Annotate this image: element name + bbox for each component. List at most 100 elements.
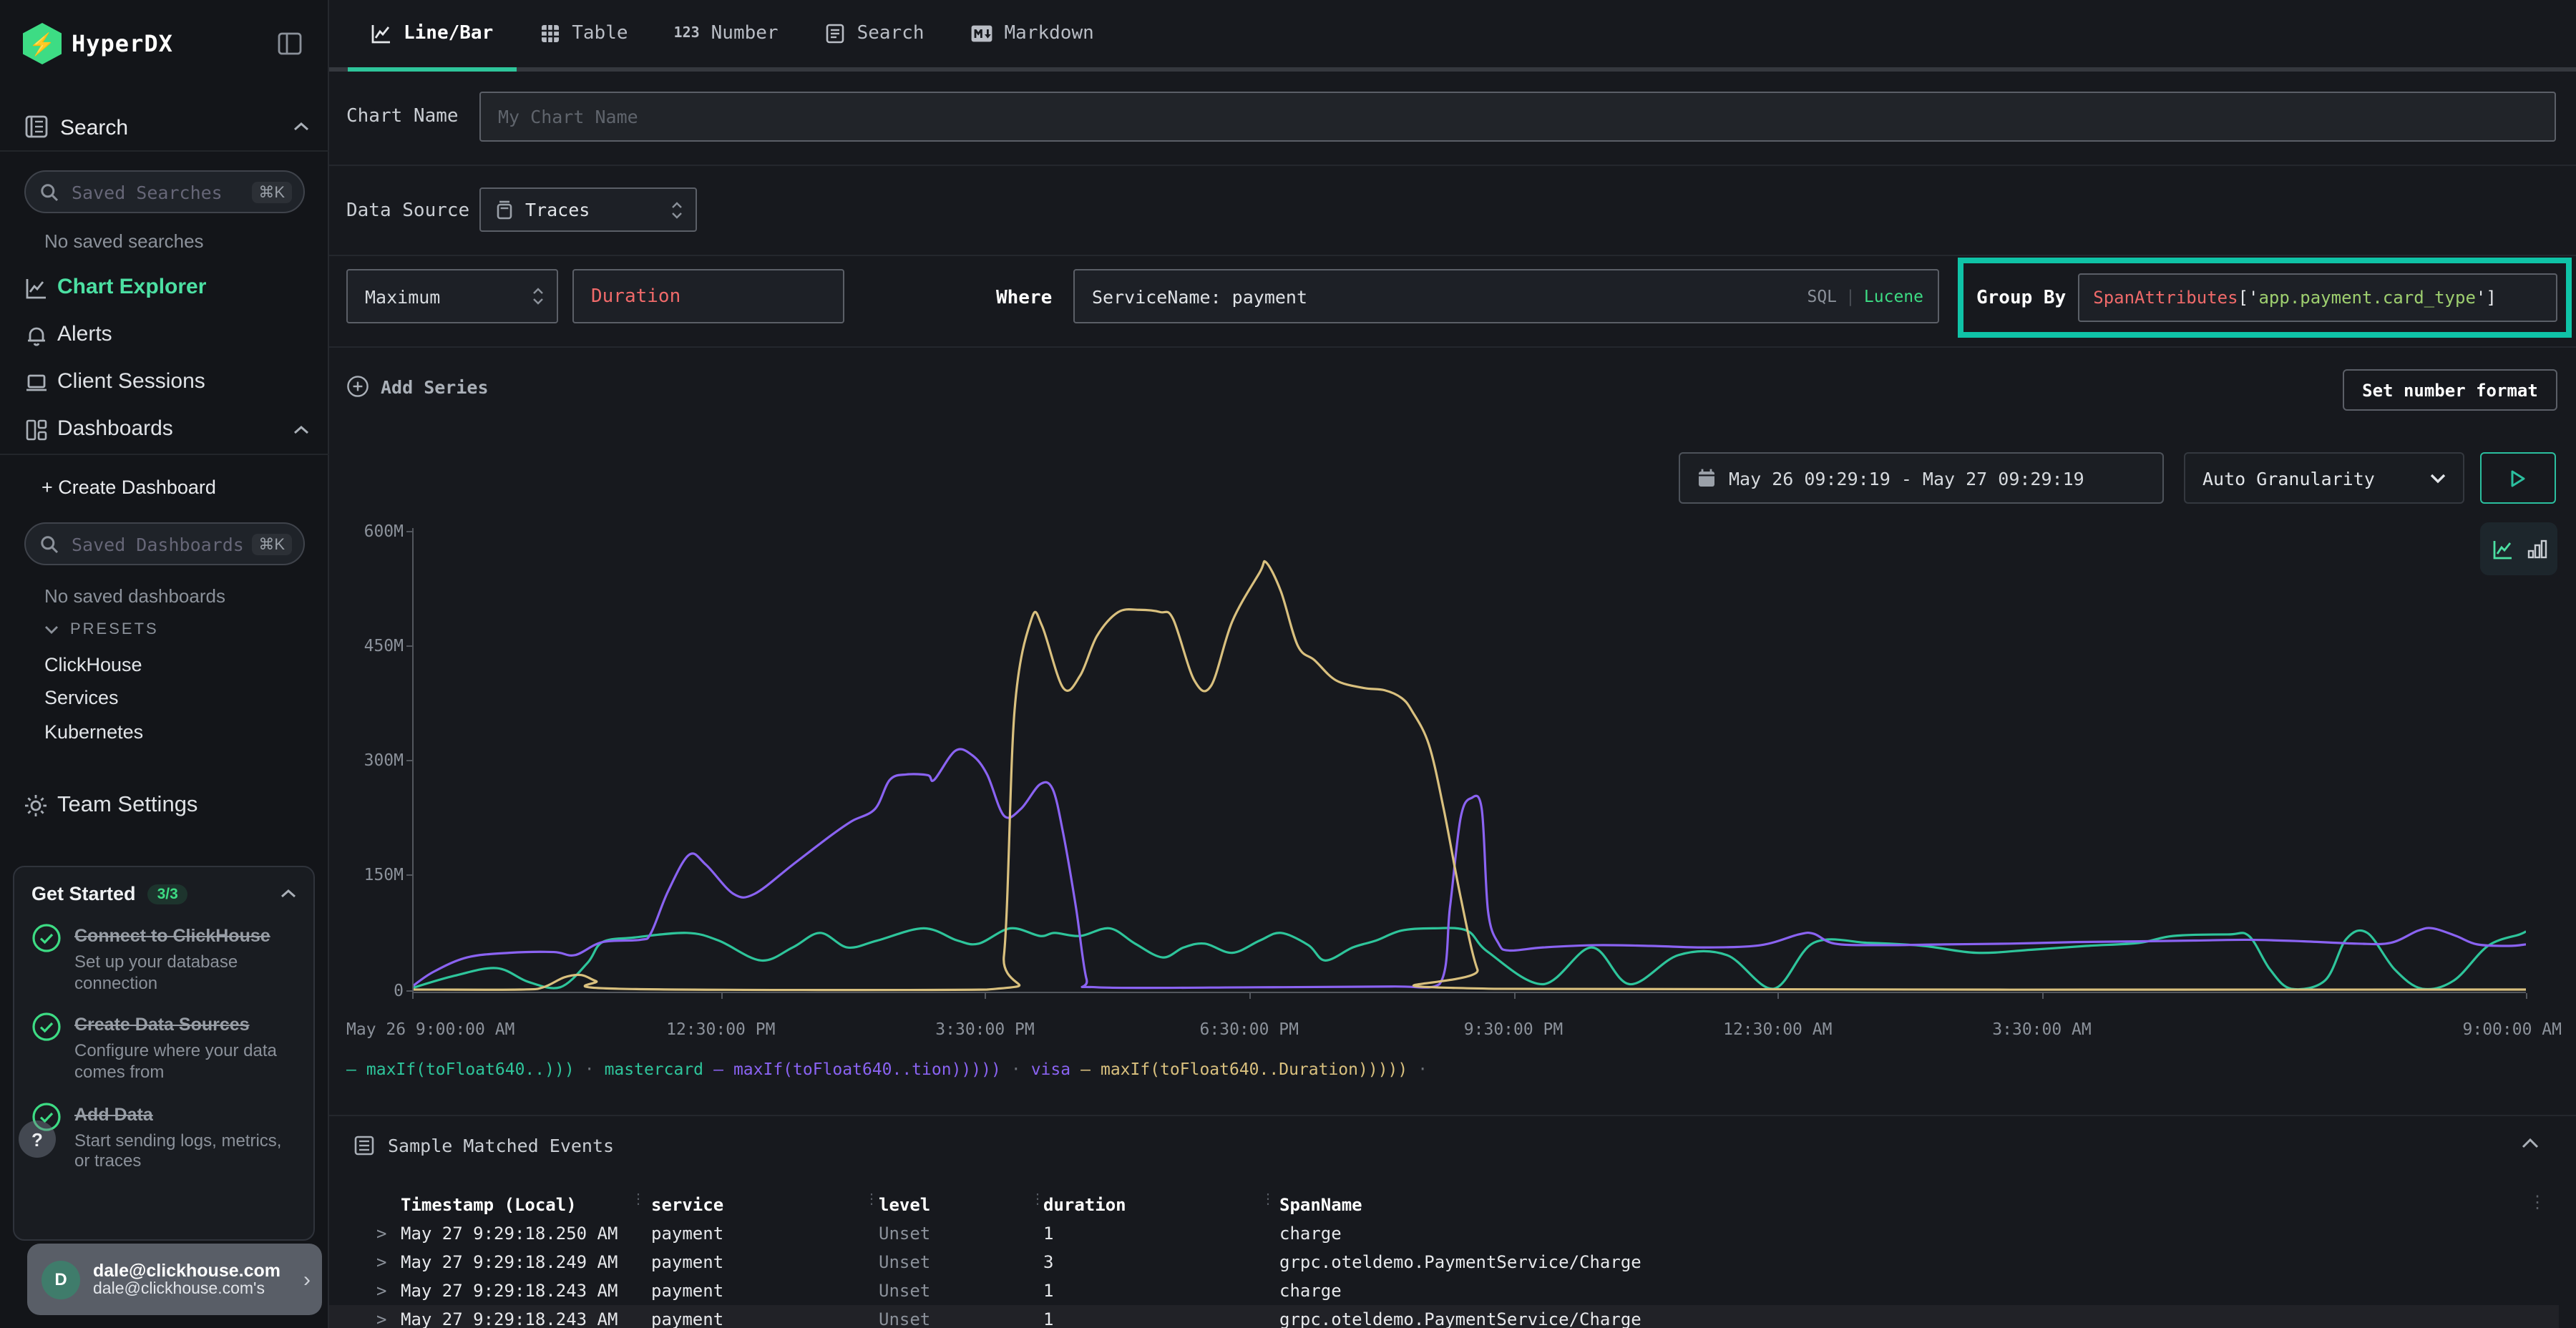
group-by-input[interactable]: SpanAttributes['app.payment.card_type'] xyxy=(2077,273,2557,322)
presets-toggle[interactable]: PRESETS xyxy=(44,621,159,638)
saved-dashboards-input[interactable]: ⌘K xyxy=(24,522,305,565)
tab-markdown[interactable]: Markdown xyxy=(947,0,1117,72)
x-tick-mark xyxy=(721,993,722,999)
preset-kubernetes[interactable]: Kubernetes xyxy=(44,721,143,743)
table-row[interactable]: > May 27 9:29:18.243 AM payment Unset 1 … xyxy=(329,1276,2559,1305)
check-circle-icon xyxy=(31,1012,62,1083)
table-icon xyxy=(539,23,560,44)
col-header-timestamp[interactable]: Timestamp (Local) xyxy=(401,1195,577,1215)
col-header-duration[interactable]: duration xyxy=(1043,1195,1126,1215)
y-tick-label: 0 xyxy=(346,980,404,1000)
get-started-item[interactable]: Create Data SourcesConfigure where your … xyxy=(31,1012,296,1083)
row-expand-icon[interactable]: > xyxy=(376,1224,386,1244)
legend-label: · xyxy=(1011,1059,1021,1079)
sidebar-item-client-sessions[interactable]: Client Sessions xyxy=(0,363,329,404)
tab-search[interactable]: Search xyxy=(801,0,947,72)
collapse-section-icon[interactable] xyxy=(2522,1138,2539,1149)
sidebar-item-label: Client Sessions xyxy=(57,369,205,394)
saved-searches-input[interactable]: ⌘K xyxy=(24,170,305,213)
x-tick-mark xyxy=(2526,993,2527,999)
bell-icon xyxy=(24,323,49,348)
y-tick-mark xyxy=(406,530,412,532)
sample-events-header[interactable]: Sample Matched Events xyxy=(353,1135,614,1156)
preset-services[interactable]: Services xyxy=(44,687,119,708)
group-by-string: app.payment.card_type xyxy=(2258,288,2475,308)
kbd-shortcut: ⌘K xyxy=(251,533,292,555)
get-started-item[interactable]: Connect to ClickHouseSet up your databas… xyxy=(31,923,296,994)
add-series-button[interactable]: Add Series xyxy=(346,375,489,398)
no-saved-dashboards-text: No saved dashboards xyxy=(44,585,225,607)
series-line-third xyxy=(412,561,2526,990)
run-query-button[interactable] xyxy=(2480,452,2556,504)
where-value: ServiceName: payment xyxy=(1075,285,1807,307)
date-range-picker[interactable]: May 26 09:29:19 - May 27 09:29:19 xyxy=(1679,452,2164,504)
toggle-separator: | xyxy=(1837,286,1864,306)
get-started-item[interactable]: Add DataStart sending logs, metrics, or … xyxy=(31,1101,296,1172)
row-expand-icon[interactable]: > xyxy=(376,1281,386,1301)
x-tick-mark xyxy=(985,993,987,999)
col-header-spanname[interactable]: SpanName xyxy=(1279,1195,1362,1215)
chart-legend[interactable]: —maxIf(toFloat640..)))·mastercard—maxIf(… xyxy=(346,1059,2557,1079)
where-inputbox[interactable]: ServiceName: payment SQL | Lucene xyxy=(1073,269,1939,323)
column-resize-handle[interactable]: ⋮ xyxy=(1261,1192,1275,1208)
chart-plot-area[interactable] xyxy=(412,528,2526,992)
sql-toggle[interactable]: SQL xyxy=(1807,286,1837,306)
x-tick-label: May 26 9:00:00 AM xyxy=(346,1019,514,1039)
chevron-up-icon[interactable] xyxy=(293,425,309,435)
sidebar-item-team-settings[interactable]: Team Settings xyxy=(0,787,329,827)
aggregation-select[interactable]: Maximum xyxy=(346,269,558,323)
col-header-level[interactable]: level xyxy=(879,1195,930,1215)
create-dashboard-button[interactable]: + Create Dashboard xyxy=(42,477,216,498)
sidebar-item-dashboards[interactable]: Dashboards xyxy=(0,411,329,451)
tab-number[interactable]: 123 Number xyxy=(651,0,801,72)
get-started-panel: Get Started 3/3 Connect to ClickHouseSet… xyxy=(13,866,315,1241)
series-line-visa xyxy=(412,749,2526,988)
preset-clickhouse[interactable]: ClickHouse xyxy=(44,654,142,675)
column-resize-handle[interactable]: ⋮ xyxy=(631,1192,645,1208)
column-resize-handle[interactable]: ⋮ xyxy=(864,1192,879,1208)
column-resize-handle[interactable]: ⋮ xyxy=(1030,1192,1045,1208)
table-row[interactable]: > May 27 9:29:18.243 AM payment Unset 1 … xyxy=(329,1305,2559,1328)
table-row[interactable]: > May 27 9:29:18.250 AM payment Unset 1 … xyxy=(329,1219,2559,1248)
cell-spanname: grpc.oteldemo.PaymentService/Charge xyxy=(1279,1252,1641,1272)
granularity-select[interactable]: Auto Granularity xyxy=(2184,452,2464,504)
help-button[interactable]: ? xyxy=(19,1120,56,1158)
sidebar-item-label: Alerts xyxy=(57,322,112,346)
row-expand-icon[interactable]: > xyxy=(376,1252,386,1272)
chart-name-input[interactable] xyxy=(481,106,2555,127)
divider xyxy=(329,255,2576,256)
saved-searches-field[interactable] xyxy=(69,180,251,204)
table-menu-icon[interactable]: ⋮ xyxy=(2529,1192,2546,1212)
sidebar-collapse-icon[interactable] xyxy=(278,31,302,56)
date-range-value: May 26 09:29:19 - May 27 09:29:19 xyxy=(1729,467,2084,489)
cell-service: payment xyxy=(651,1252,723,1272)
divider xyxy=(0,454,329,455)
avatar: D xyxy=(42,1260,80,1299)
chart-type-tabs: Line/Bar Table 123 Number Search Markdow… xyxy=(348,0,1117,72)
bar-chart-toggle-icon[interactable] xyxy=(2527,538,2547,560)
tab-table[interactable]: Table xyxy=(516,0,650,72)
tab-line-bar[interactable]: Line/Bar xyxy=(348,0,516,72)
row-expand-icon[interactable]: > xyxy=(376,1309,386,1328)
divider xyxy=(0,150,329,152)
sidebar-item-alerts[interactable]: Alerts xyxy=(0,316,329,356)
chevron-up-icon[interactable] xyxy=(280,889,296,899)
x-tick-label: 6:30:00 PM xyxy=(1200,1019,1299,1039)
search-icon xyxy=(40,534,59,553)
user-menu[interactable]: D dale@clickhouse.com dale@clickhouse.co… xyxy=(27,1244,322,1315)
sidebar-item-chart-explorer[interactable]: Chart Explorer xyxy=(0,269,329,309)
data-source-select[interactable]: Traces xyxy=(479,187,697,232)
sidebar-item-label: Dashboards xyxy=(57,416,173,441)
group-by-highlight: Group By SpanAttributes['app.payment.car… xyxy=(1958,258,2572,338)
main-content: Line/Bar Table 123 Number Search Markdow… xyxy=(329,0,2576,1328)
task-desc: Set up your database connection xyxy=(74,952,296,994)
col-header-service[interactable]: service xyxy=(651,1195,723,1215)
set-number-format-button[interactable]: Set number format xyxy=(2343,369,2557,411)
saved-dashboards-field[interactable] xyxy=(69,532,251,556)
table-row[interactable]: > May 27 9:29:18.249 AM payment Unset 3 … xyxy=(329,1248,2559,1276)
y-tick-label: 150M xyxy=(346,865,404,885)
lucene-toggle[interactable]: Lucene xyxy=(1864,286,1923,306)
field-select[interactable]: Duration xyxy=(572,269,844,323)
sidebar-section-search[interactable]: Search xyxy=(0,112,329,149)
chevron-up-icon[interactable] xyxy=(293,122,309,132)
